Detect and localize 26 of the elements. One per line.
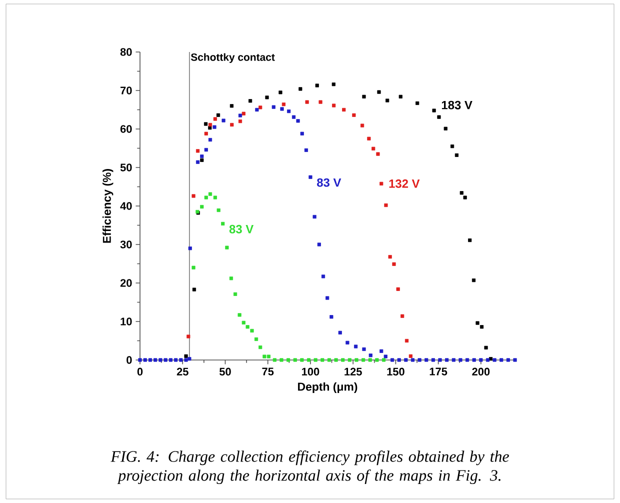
series-label: 83 V <box>229 224 254 234</box>
y-tick-label: 10 <box>120 318 132 326</box>
series-label: 132 V <box>389 179 420 188</box>
y-tick-label: 80 <box>120 48 132 56</box>
x-tick-label: 100 <box>302 368 320 376</box>
x-tick-label: 125 <box>344 368 362 376</box>
x-tick-label: 75 <box>262 368 274 376</box>
series-label: 83 V <box>317 178 342 187</box>
x-axis-title: Depth (μm) <box>298 382 358 394</box>
caption: FIG. 4: Charge collection efficiency profiles obtained by the projection along the horizontal axis of the maps in Fig. 3. <box>110 450 509 484</box>
y-tick-label: 70 <box>120 86 132 94</box>
y-axis-title: Efficiency (%) <box>102 169 114 243</box>
ref-line-label: Schottky contact <box>190 53 275 63</box>
x-tick-label: 200 <box>472 368 490 376</box>
y-tick-label: 0 <box>126 356 132 364</box>
x-tick-label: 25 <box>176 368 188 376</box>
y-tick-label: 30 <box>120 240 132 248</box>
x-tick-label: 50 <box>219 368 231 376</box>
x-tick-label: 0 <box>137 368 143 376</box>
x-tick-label: 175 <box>430 368 448 376</box>
y-tick-label: 20 <box>120 279 132 287</box>
series-label: 183 V <box>442 100 472 110</box>
y-tick-label: 40 <box>120 202 132 210</box>
x-tick-label: 150 <box>387 368 404 376</box>
y-tick-label: 50 <box>120 164 132 172</box>
y-tick-label: 60 <box>120 125 132 133</box>
